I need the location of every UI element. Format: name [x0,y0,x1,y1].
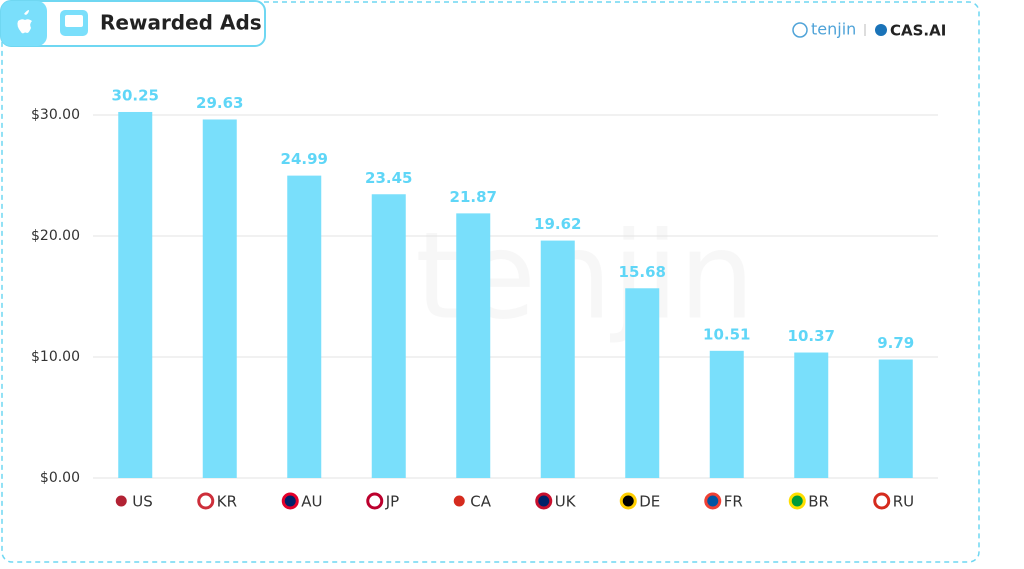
x-tick-label: UK [555,493,577,511]
tenjin-icon [792,22,808,38]
value-label: 30.25 [112,86,159,104]
bar [202,119,237,479]
value-label: 29.63 [196,94,243,112]
flag-icon [366,492,384,510]
x-tick-label: AU [301,493,322,511]
bar [118,111,153,478]
y-tick-label: $20.00 [31,228,80,244]
flag-icon [281,492,299,510]
flag-icon [535,492,553,510]
x-tick-label: US [132,493,153,511]
flag-icon [873,492,891,510]
bar [794,352,829,478]
bar [878,359,913,478]
bar [540,240,575,478]
value-label: 10.37 [788,327,835,345]
value-label: 10.51 [703,325,750,343]
x-tick-label: CA [470,493,491,511]
logo-tenjin: tenjin [811,20,856,39]
value-label: 23.45 [365,169,412,187]
bar [371,194,406,478]
flag-icon [112,492,130,510]
ad-icon-screen [65,15,83,27]
bar [287,175,322,478]
y-tick-label: $0.00 [40,470,80,486]
bar [456,213,491,479]
flag-icon [788,492,806,510]
frame [1,1,980,563]
value-label: 19.62 [534,215,581,233]
x-tick-label: BR [808,493,829,511]
y-tick-label: $30.00 [31,107,80,123]
value-label: 21.87 [450,188,497,206]
bar [625,288,660,478]
y-tick-label: $10.00 [31,349,80,365]
x-tick-label: RU [893,493,914,511]
value-label: 15.68 [619,263,666,281]
x-tick-label: FR [724,493,743,511]
cas-icon [875,24,887,36]
value-label: 24.99 [281,150,328,168]
chart-title: Rewarded Ads [100,11,262,35]
bar [709,350,744,478]
x-tick-label: JP [385,493,399,511]
value-label: 9.79 [877,334,914,352]
x-tick-label: KR [217,493,237,511]
flag-icon [619,492,637,510]
flag-icon [450,492,468,510]
flag-icon [197,492,215,510]
apple-icon [17,10,32,34]
x-tick-label: DE [639,493,660,511]
flag-icon [704,492,722,510]
logo-cas: CAS.AI [890,22,946,40]
